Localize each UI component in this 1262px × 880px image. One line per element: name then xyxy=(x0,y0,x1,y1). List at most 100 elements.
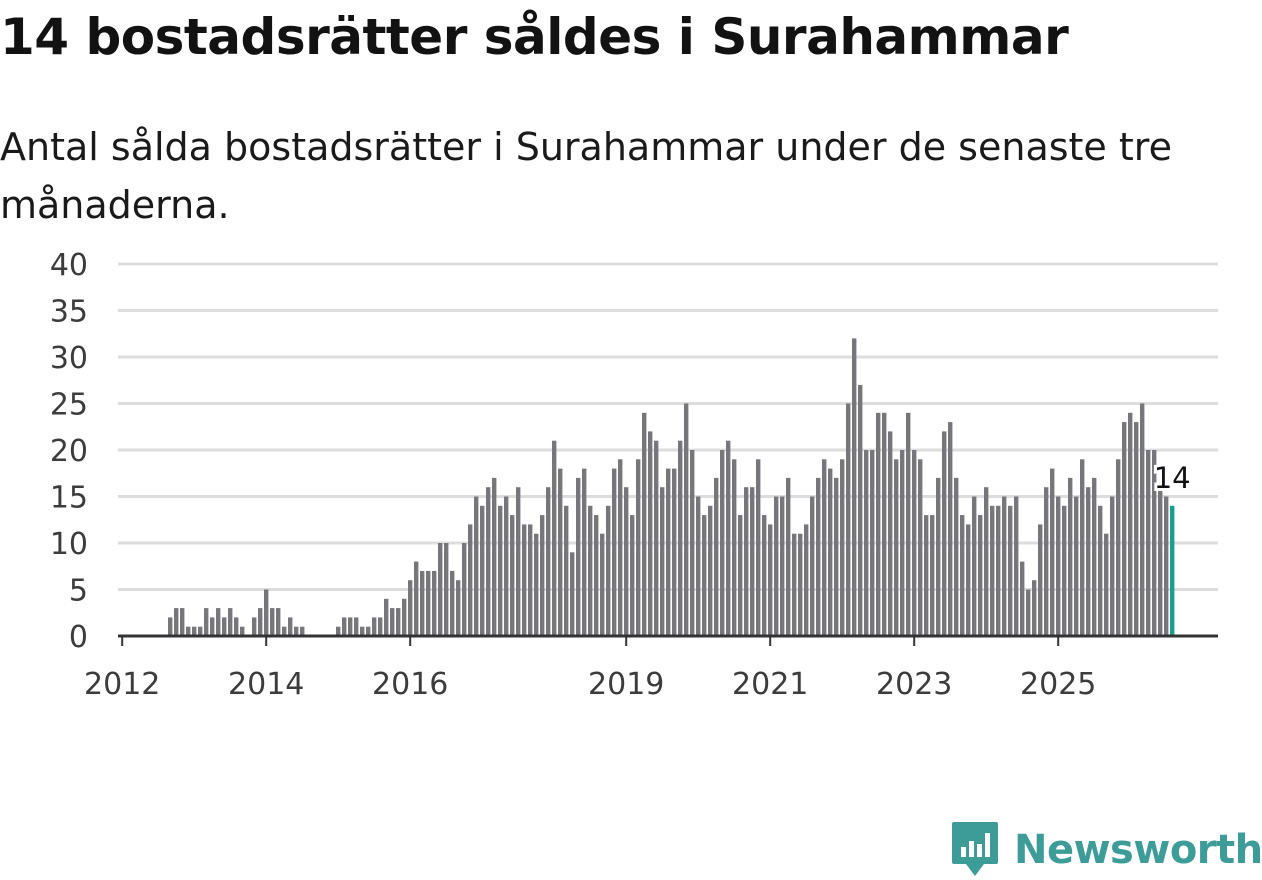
bar xyxy=(426,570,431,636)
y-tick-label: 25 xyxy=(50,388,88,423)
bar xyxy=(432,570,437,636)
bar xyxy=(282,626,287,636)
bar xyxy=(438,543,443,636)
bar xyxy=(636,459,641,636)
bar xyxy=(348,617,353,636)
bar xyxy=(726,440,731,636)
bar xyxy=(1032,580,1037,636)
x-tick-label: 2014 xyxy=(228,667,304,702)
bar xyxy=(1068,477,1073,636)
bar xyxy=(402,598,407,636)
bar xyxy=(1104,533,1109,636)
bar xyxy=(696,496,701,636)
bar xyxy=(924,515,929,636)
bar xyxy=(858,384,863,636)
y-tick-label: 40 xyxy=(50,248,88,283)
bar xyxy=(876,412,881,636)
bar xyxy=(690,450,695,636)
annotation-group: 14 xyxy=(1151,458,1194,498)
bar xyxy=(1038,524,1043,636)
bar xyxy=(174,608,179,636)
bar xyxy=(810,496,815,636)
bar xyxy=(678,440,683,636)
bar xyxy=(384,598,389,636)
bar xyxy=(918,459,923,636)
y-tick-label: 5 xyxy=(69,574,88,609)
bar xyxy=(1116,459,1121,636)
bar xyxy=(198,626,203,636)
bar xyxy=(756,459,761,636)
bar xyxy=(546,487,551,636)
bar xyxy=(714,477,719,636)
bar xyxy=(642,412,647,636)
bar xyxy=(1026,589,1031,636)
bar xyxy=(1146,450,1151,636)
bar xyxy=(882,412,887,636)
bar xyxy=(900,450,905,636)
bar xyxy=(768,524,773,636)
bar xyxy=(654,440,659,636)
bar xyxy=(1044,487,1049,636)
y-tick-label: 30 xyxy=(50,341,88,376)
bar xyxy=(300,626,305,636)
bar xyxy=(972,496,977,636)
bar xyxy=(492,477,497,636)
bar xyxy=(816,477,821,636)
bar xyxy=(942,431,947,636)
bar xyxy=(444,543,449,636)
bar xyxy=(240,626,245,636)
bar xyxy=(264,589,269,636)
bar xyxy=(1074,496,1079,636)
bar xyxy=(354,617,359,636)
bar xyxy=(762,515,767,636)
x-tick-label: 2021 xyxy=(732,667,808,702)
bar xyxy=(486,487,491,636)
bar xyxy=(990,505,995,636)
bar xyxy=(552,440,557,636)
x-tick-label: 2016 xyxy=(372,667,448,702)
bar xyxy=(954,477,959,636)
bar xyxy=(378,617,383,636)
bar xyxy=(1062,505,1067,636)
bar xyxy=(222,617,227,636)
bar xyxy=(450,570,455,636)
bar xyxy=(1080,459,1085,636)
bar xyxy=(576,477,581,636)
bar xyxy=(336,626,341,636)
bar xyxy=(1086,487,1091,636)
bar xyxy=(180,608,185,636)
bar xyxy=(1020,561,1025,636)
bar xyxy=(798,533,803,636)
bar xyxy=(792,533,797,636)
bar xyxy=(750,487,755,636)
bar xyxy=(342,617,347,636)
bar xyxy=(936,477,941,636)
bar xyxy=(1158,487,1163,636)
bar xyxy=(1110,496,1115,636)
bar xyxy=(720,450,725,636)
bar xyxy=(588,505,593,636)
bar xyxy=(960,515,965,636)
bar xyxy=(474,496,479,636)
bar xyxy=(468,524,473,636)
bar xyxy=(840,459,845,636)
bar xyxy=(414,561,419,636)
bar xyxy=(744,487,749,636)
bar xyxy=(660,487,665,636)
bar xyxy=(522,524,527,636)
bar xyxy=(1092,477,1097,636)
bar xyxy=(996,505,1001,636)
bar xyxy=(822,459,827,636)
bar xyxy=(1134,422,1139,636)
bar xyxy=(210,617,215,636)
bar xyxy=(192,626,197,636)
bar xyxy=(168,617,173,636)
bar xyxy=(390,608,395,636)
bar xyxy=(978,515,983,636)
bar xyxy=(780,496,785,636)
bar xyxy=(456,580,461,636)
x-tick-label: 2012 xyxy=(84,667,160,702)
bar xyxy=(630,515,635,636)
y-tick-label: 10 xyxy=(50,527,88,562)
bar xyxy=(528,524,533,636)
